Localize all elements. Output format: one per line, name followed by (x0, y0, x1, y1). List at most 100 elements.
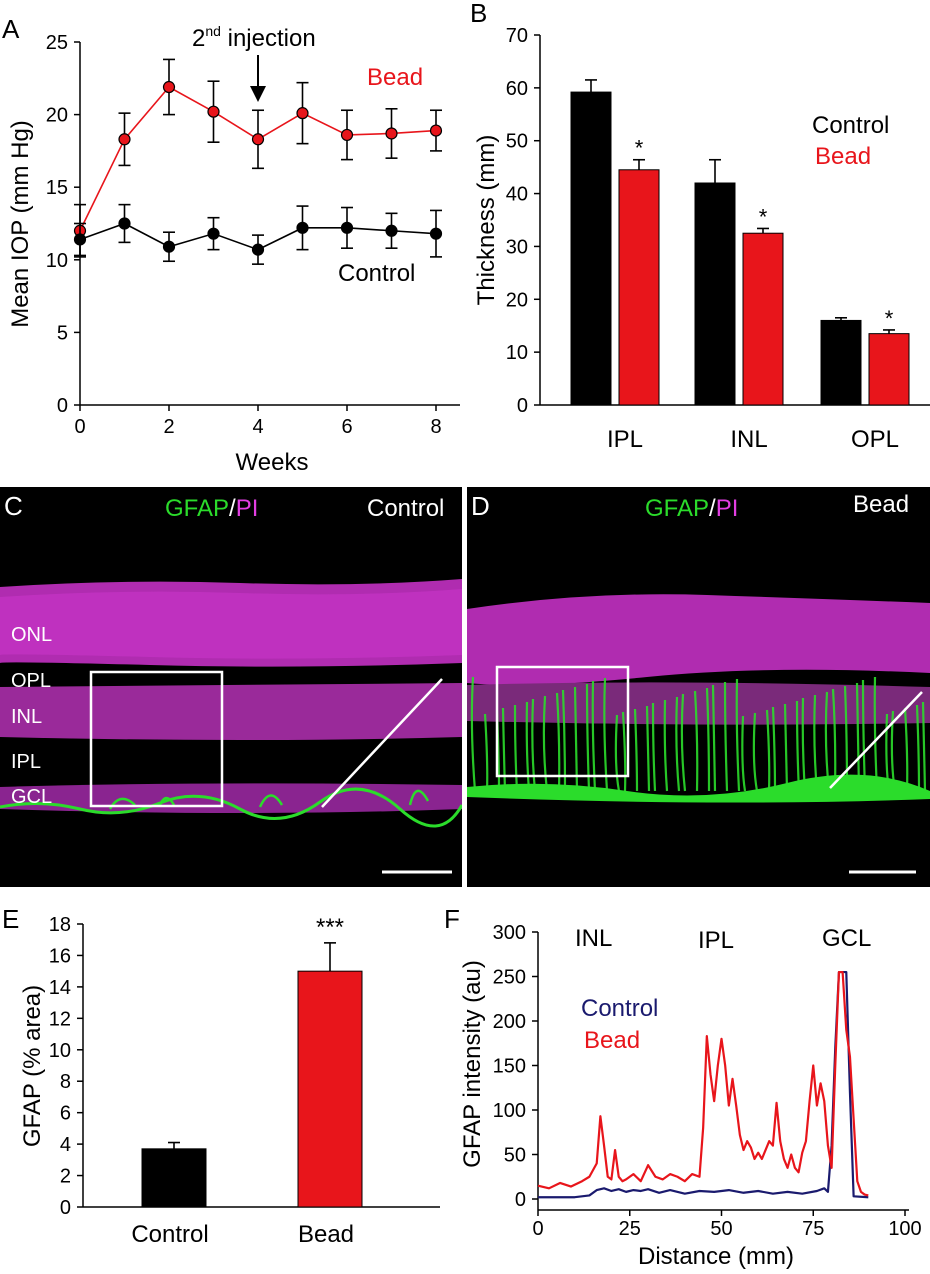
gfap-fiber (585, 683, 591, 792)
gfap-fiber (542, 695, 549, 792)
gfap-fiber (555, 692, 561, 792)
y-tick-label: 16 (49, 945, 71, 967)
gfap-fiber (675, 696, 681, 792)
bar-bead (618, 169, 660, 406)
significance-mark: * (759, 204, 768, 229)
gfap-fiber (633, 708, 639, 792)
gfap-fiber (501, 707, 507, 792)
gfap-fiber (621, 711, 627, 792)
y-tick-label: 70 (506, 25, 528, 47)
y-tick-label: 0 (517, 395, 528, 417)
y-tick-label: 15 (46, 177, 68, 199)
gfap-fiber (531, 698, 537, 792)
micrograph-bead-image (467, 487, 930, 887)
gfap-fiber (470, 676, 477, 792)
significance-mark: * (635, 136, 644, 161)
bar-bead (742, 232, 784, 406)
gfap-fiber (680, 693, 687, 792)
x-tick-label: 0 (74, 416, 85, 438)
y-tick-label: 12 (49, 1008, 71, 1030)
y-tick-label: 250 (493, 967, 526, 989)
data-point-bead (385, 127, 398, 140)
y-tick-label: 50 (506, 131, 528, 153)
bar-bead (868, 333, 910, 406)
gfap-fiber (741, 715, 747, 792)
y-tick-label: 25 (46, 32, 68, 54)
y-axis-label: Thickness (mm) (473, 135, 500, 306)
panel-f: F 0 50 100 150 200 250 300 0 25 50 75 100 Distance (… (444, 904, 922, 1270)
x-tick-label: 4 (252, 416, 263, 438)
bar-control (141, 1148, 207, 1208)
data-point-bead (207, 105, 220, 118)
data-point-control (340, 221, 354, 234)
data-point-control (73, 233, 87, 246)
gfap-fiber (921, 701, 927, 792)
legend-control-f: Control (581, 995, 658, 1022)
data-point-bead (429, 124, 443, 137)
panel-letter-a: A (2, 14, 20, 44)
gfap-fiber (693, 690, 699, 792)
micrograph-control: C GFAP/PI Control ONL OPL INL IPL GCL (0, 487, 462, 887)
region-label-ipl: IPL (698, 927, 734, 954)
gfap-fiber (525, 701, 531, 792)
inset-box-bead (495, 665, 630, 778)
gfap-fiber (765, 709, 771, 792)
gfap-fiber (663, 699, 669, 792)
y-tick-label: 6 (60, 1103, 71, 1125)
injection-arrow-head (250, 86, 266, 102)
data-point-control (296, 221, 309, 234)
gfap-fiber (513, 704, 519, 792)
stain-label-d: GFAP/PI (645, 495, 739, 522)
y-tick-label: 0 (515, 1189, 526, 1211)
data-point-bead (296, 107, 309, 120)
y-tick-label: 14 (49, 977, 71, 999)
gfap-fiber (603, 677, 609, 792)
panel-b-plot: 0 10 20 30 40 50 60 70 Thickness (mm) IPL INL OPL * *… (473, 25, 930, 453)
data-point-bead (162, 80, 176, 94)
x-tick-label: 8 (430, 416, 441, 438)
legend-bead-f: Bead (584, 1027, 640, 1054)
y-tick-label: 10 (46, 250, 68, 272)
layer-label-onl: ONL (11, 624, 53, 646)
data-point-bead (251, 133, 265, 146)
x-tick-label: 2 (163, 416, 174, 438)
gfap-fiber (573, 686, 579, 792)
data-point-control (162, 240, 176, 253)
gfap-fiber (752, 712, 759, 792)
gfap-fiber (915, 704, 921, 792)
data-point-control (207, 227, 220, 240)
x-tick-label: 75 (802, 1218, 824, 1240)
y-tick-label: 100 (493, 1100, 526, 1122)
panel-b: B 0 10 20 30 40 50 60 70 Thickness (mm) IPL INL OPL… (470, 0, 930, 453)
gfap-fiber (591, 680, 597, 792)
y-axis-label: GFAP (% area) (19, 985, 46, 1147)
gfap-fiber (561, 689, 567, 792)
stain-label-c: GFAP/PI (165, 495, 259, 522)
panel-a: A 0 5 10 15 20 25 0 2 4 6 8 Weeks Mean IOP (mm Hg) 2… (2, 14, 460, 476)
data-point-control (385, 224, 398, 237)
y-tick-label: 2 (60, 1166, 71, 1188)
y-tick-label: 8 (60, 1071, 71, 1093)
gfap-fiber (735, 678, 741, 792)
data-point-bead (340, 128, 354, 142)
data-point-bead (118, 133, 131, 146)
onl-band-bead (467, 594, 930, 685)
bar-control (694, 182, 736, 406)
y-tick-label: 10 (49, 1040, 71, 1062)
panel-e-plot: 0 2 4 6 8 10 12 14 16 18 GFAP (% area) Control *** Be… (19, 914, 440, 1248)
gfap-fiber (711, 684, 717, 792)
gfap-fiber (614, 714, 621, 792)
y-axis-label: GFAP intensity (au) (459, 960, 486, 1168)
panel-f-plot: 0 50 100 150 200 250 300 0 25 50 75 100 Distance (mm… (459, 922, 922, 1270)
bar-bead (297, 970, 363, 1208)
panel-letter-c: C (4, 491, 23, 521)
gfap-fiber (651, 702, 657, 792)
region-label-gcl: GCL (822, 925, 871, 952)
micrograph-bead: D GFAP/PI Bead (467, 487, 930, 887)
data-point-control (251, 243, 265, 256)
panel-letter-f: F (444, 904, 460, 934)
gfap-fiber (771, 706, 777, 792)
category-label: INL (730, 426, 767, 453)
y-tick-label: 0 (57, 395, 68, 417)
